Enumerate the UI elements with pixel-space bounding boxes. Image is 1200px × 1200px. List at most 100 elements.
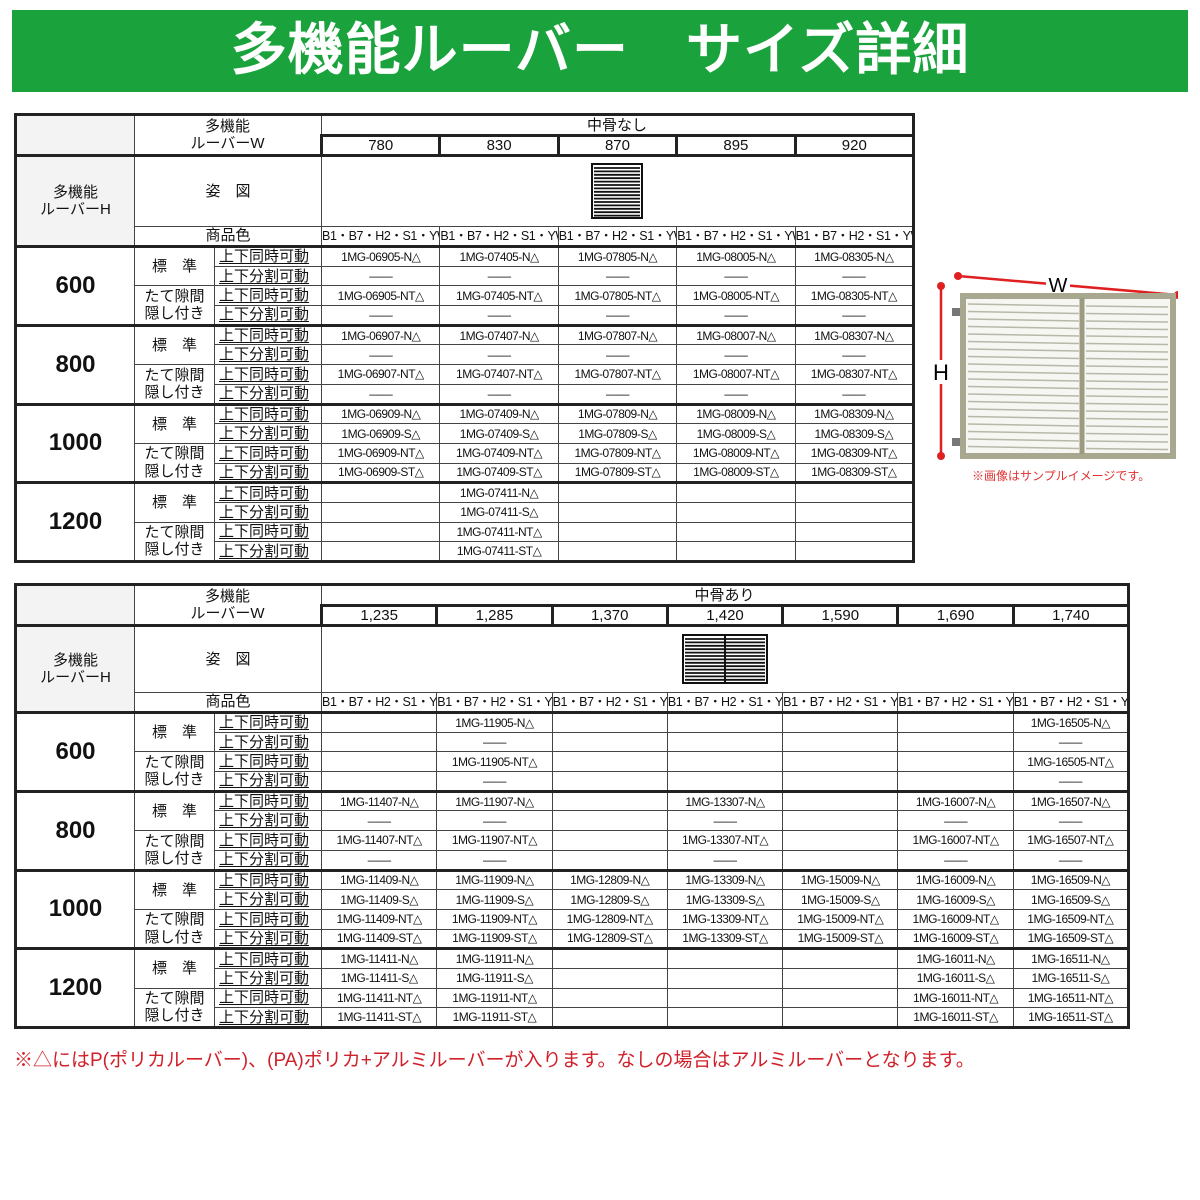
product-code: 1MG-13307-N△ — [666, 789, 784, 812]
width-value: 1,420 — [665, 605, 784, 627]
product-code: 1MG-13307-NT△ — [666, 830, 784, 851]
type-hidden-gap: たて隙間 隠し付き — [134, 521, 215, 563]
width-value: 920 — [793, 135, 915, 157]
product-code — [666, 1007, 784, 1028]
motion-type: 上下同時可動 — [213, 245, 323, 267]
product-code: —— — [1012, 731, 1129, 753]
motion-type: 上下同時可動 — [213, 442, 323, 464]
product-code: 1MG-13309-NT△ — [666, 908, 784, 930]
product-code — [321, 541, 441, 562]
product-code — [321, 771, 438, 792]
product-code: 1MG-16511-S△ — [1012, 967, 1129, 989]
product-code — [551, 751, 668, 773]
product-code — [551, 947, 668, 969]
height-header: 多機能 ルーバーH — [15, 155, 135, 247]
width-header: 多機能 ルーバーW — [133, 114, 323, 157]
product-code: —— — [676, 305, 796, 326]
table-row: たて隙間 隠し付き 上下同時可動 1MG-11905-NT△ 1MG-16505-NT△ — [16, 751, 1129, 792]
table-row: 上下分割可動 1MG-11409-ST△ 1MG-11909-ST△ 1MG-1280… — [16, 928, 1129, 950]
product-code: 1MG-07411-ST△ — [439, 541, 559, 562]
product-code: 1MG-08007-N△ — [676, 323, 796, 346]
product-code: —— — [321, 849, 438, 871]
table-row: 800 標 準上下同時可動 1MG-11407-N△ 1MG-11907-N△ 1MG-… — [15, 789, 1129, 872]
product-code: 1MG-11909-ST△ — [436, 928, 553, 950]
motion-type: 上下分割可動 — [213, 928, 323, 950]
motion-type: 上下分割可動 — [213, 344, 323, 366]
product-code: —— — [321, 344, 441, 366]
product-code: 1MG-13309-N△ — [666, 868, 784, 891]
product-code — [551, 849, 668, 871]
product-code — [782, 711, 899, 733]
product-code — [782, 947, 899, 969]
product-code: —— — [436, 731, 553, 753]
louver-figure-icon — [591, 162, 644, 219]
product-code: 1MG-07409-ST△ — [439, 462, 559, 484]
product-code: 1MG-07809-N△ — [557, 402, 678, 425]
product-code: 1MG-16011-ST△ — [897, 1007, 1014, 1028]
product-code — [782, 830, 899, 851]
product-code: 1MG-16007-N△ — [897, 789, 1014, 812]
product-code: 1MG-08009-S△ — [676, 423, 796, 444]
product-code: —— — [321, 305, 441, 326]
width-mark: W — [1049, 275, 1068, 297]
product-code: 1MG-06907-NT△ — [321, 364, 441, 385]
product-code: —— — [436, 771, 553, 792]
color-value: B1・B7・H2・S1・YW — [551, 692, 668, 713]
height-value: 1000 — [15, 868, 135, 951]
product-code: —— — [321, 265, 441, 287]
type-hidden-gap: たて隙間 隠し付き — [134, 751, 215, 792]
motion-type: 上下分割可動 — [213, 810, 323, 832]
product-code: 1MG-16509-ST△ — [1012, 928, 1129, 950]
color-value: B1・B7・H2・S1・YW — [794, 226, 915, 247]
product-code — [782, 751, 899, 773]
height-value: 800 — [15, 789, 135, 872]
product-code: —— — [557, 265, 678, 287]
motion-type: 上下分割可動 — [213, 462, 323, 484]
color-value: B1・B7・H2・S1・YW — [321, 692, 438, 713]
product-code: 1MG-07409-N△ — [439, 402, 559, 425]
product-code: 1MG-16507-NT△ — [1012, 830, 1129, 851]
motion-type: 上下同時可動 — [213, 285, 323, 307]
type-hidden-gap: たて隙間 隠し付き — [134, 364, 215, 405]
color-value: B1・B7・H2・S1・YW — [1012, 692, 1129, 713]
table-row: 上下分割可動 1MG-07411-ST△ — [16, 541, 915, 562]
product-code — [557, 521, 678, 543]
motion-type: 上下同時可動 — [213, 481, 323, 503]
color-value: B1・B7・H2・S1・YW — [782, 692, 899, 713]
table-row: 上下分割可動 1MG-11409-S△ 1MG-11909-S△ 1MG-12809-… — [16, 889, 1129, 910]
width-value: 1,590 — [781, 605, 899, 627]
product-code: 1MG-16511-N△ — [1012, 947, 1129, 969]
type-hidden-gap: たて隙間 隠し付き — [134, 908, 215, 950]
product-code: 1MG-16509-N△ — [1012, 868, 1129, 891]
size-table-with-mullion: 多機能 ルーバーW 中骨あり 1,235 1,285 1,370 1,420 1,590 1,6… — [14, 583, 1130, 1029]
width-value: 830 — [438, 135, 559, 157]
product-code: 1MG-12809-N△ — [551, 868, 668, 891]
product-code: 1MG-11911-S△ — [436, 967, 553, 989]
product-code: 1MG-07411-S△ — [439, 501, 559, 523]
product-code: 1MG-08309-N△ — [794, 402, 915, 425]
table-row: たて隙間 隠し付き 上下同時可動 1MG-11409-NT△ 1MG-11909-NT△… — [16, 908, 1129, 950]
product-code: 1MG-16011-S△ — [897, 967, 1014, 989]
product-code: —— — [676, 344, 796, 366]
product-code: 1MG-12809-S△ — [551, 889, 668, 910]
motion-type: 上下分割可動 — [213, 771, 323, 792]
product-code — [551, 810, 668, 832]
type-standard: 標 準 — [134, 868, 215, 910]
figure-cell — [321, 625, 1129, 693]
product-code: 1MG-07409-S△ — [439, 423, 559, 444]
product-code — [551, 830, 668, 851]
louver-sample-image: W H — [930, 272, 1178, 460]
product-code: 1MG-11411-ST△ — [321, 1007, 438, 1028]
color-label: 商品色 — [133, 692, 323, 713]
product-code: 1MG-16505-N△ — [1012, 711, 1129, 733]
product-code: 1MG-07805-NT△ — [557, 285, 678, 307]
product-code — [666, 711, 784, 733]
product-code — [551, 731, 668, 753]
color-value: B1・B7・H2・S1・YW — [439, 226, 559, 247]
height-header: 多機能 ルーバーH — [15, 625, 135, 713]
width-value: 1,235 — [320, 605, 438, 627]
product-code: —— — [436, 810, 553, 832]
product-code: —— — [897, 810, 1014, 832]
product-code: —— — [1012, 771, 1129, 792]
product-code — [666, 751, 784, 773]
